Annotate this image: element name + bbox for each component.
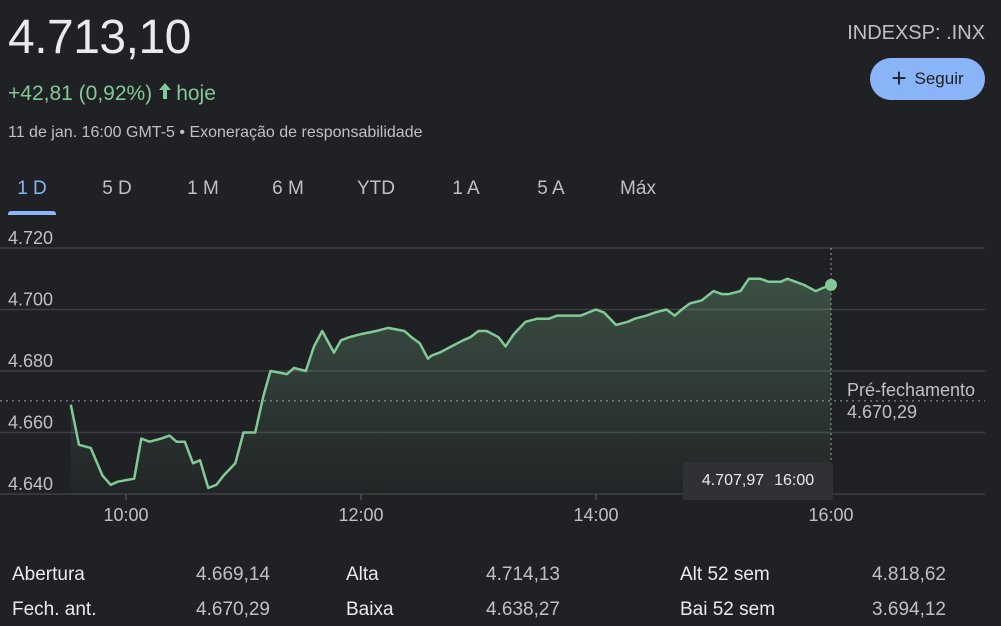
y-tick-label: 4.680 bbox=[8, 351, 53, 371]
last-price-dot bbox=[825, 278, 837, 291]
y-tick-label: 4.660 bbox=[8, 413, 53, 433]
ticker-symbol: INDEXSP: .INX bbox=[847, 22, 985, 44]
y-tick-label: 4.700 bbox=[8, 290, 53, 310]
stat-low-value: 4.638,27 bbox=[486, 599, 560, 620]
current-price: 4.713,10 bbox=[8, 11, 191, 64]
x-axis-labels: 10:00 12:00 14:00 16:00 bbox=[103, 494, 854, 525]
stat-open-value: 4.669,14 bbox=[196, 564, 270, 585]
change-period: hoje bbox=[176, 82, 216, 105]
stat-low-label: Baixa bbox=[346, 599, 394, 620]
stat-high-label: Alta bbox=[346, 564, 379, 585]
quote-meta: 11 de jan. 16:00 GMT-5 • Exoneração de r… bbox=[8, 124, 423, 142]
chart-tooltip: 4.707,97 16:00 bbox=[683, 462, 833, 500]
range-tabs: 1 D 5 D 1 M 6 M YTD 1 A 5 A Máx bbox=[0, 178, 700, 218]
tab-5d[interactable]: 5 D bbox=[102, 178, 132, 199]
price-line bbox=[69, 277, 832, 490]
stat-52w-low-label: Bai 52 sem bbox=[680, 599, 776, 620]
stat-52w-high-value: 4.818,62 bbox=[872, 564, 946, 585]
previous-close-label: Pré-fechamento bbox=[847, 380, 975, 400]
plus-icon: + bbox=[891, 63, 907, 93]
stat-prev-close-value: 4.670,29 bbox=[196, 599, 270, 620]
tab-5a[interactable]: 5 A bbox=[537, 178, 565, 199]
x-tick-label: 12:00 bbox=[338, 505, 383, 525]
price-area bbox=[70, 278, 832, 494]
follow-button[interactable]: + Seguir bbox=[870, 58, 985, 100]
tooltip-time: 16:00 bbox=[774, 472, 815, 489]
y-axis-labels: 4.640 4.660 4.680 4.700 4.720 bbox=[8, 228, 53, 494]
tab-max[interactable]: Máx bbox=[620, 178, 656, 199]
quote-timestamp: 11 de jan. 16:00 GMT-5 bbox=[8, 124, 175, 141]
y-tick-label: 4.720 bbox=[8, 228, 53, 248]
stat-high-value: 4.714,13 bbox=[486, 564, 560, 585]
stat-open-label: Abertura bbox=[12, 564, 85, 585]
price-chart[interactable]: 4.640 4.660 4.680 4.700 4.720 10:00 12:00 14:0… bbox=[0, 228, 1001, 538]
follow-label: Seguir bbox=[914, 69, 964, 88]
x-tick-label: 16:00 bbox=[808, 505, 853, 525]
arrow-up-icon bbox=[158, 82, 172, 106]
tab-6m[interactable]: 6 M bbox=[272, 178, 304, 199]
tab-1m[interactable]: 1 M bbox=[187, 178, 219, 199]
change-value: +42,81 (0,92%) bbox=[8, 82, 153, 105]
x-tick-label: 10:00 bbox=[103, 505, 148, 525]
tooltip-value: 4.707,97 bbox=[701, 472, 765, 489]
stat-52w-high-label: Alt 52 sem bbox=[680, 564, 770, 585]
stat-prev-close-label: Fech. ant. bbox=[12, 599, 97, 620]
tab-ytd[interactable]: YTD bbox=[357, 178, 395, 199]
disclaimer-link[interactable]: Exoneração de responsabilidade bbox=[189, 124, 423, 141]
meta-separator: • bbox=[179, 124, 185, 141]
y-tick-label: 4.640 bbox=[8, 474, 53, 494]
stat-52w-low-value: 3.694,12 bbox=[872, 599, 946, 620]
x-tick-label: 14:00 bbox=[573, 505, 618, 525]
previous-close-value: 4.670,29 bbox=[847, 402, 917, 422]
tab-1d[interactable]: 1 D bbox=[8, 178, 56, 215]
price-change: +42,81 (0,92%) hoje bbox=[8, 82, 216, 106]
tab-1a[interactable]: 1 A bbox=[452, 178, 480, 199]
